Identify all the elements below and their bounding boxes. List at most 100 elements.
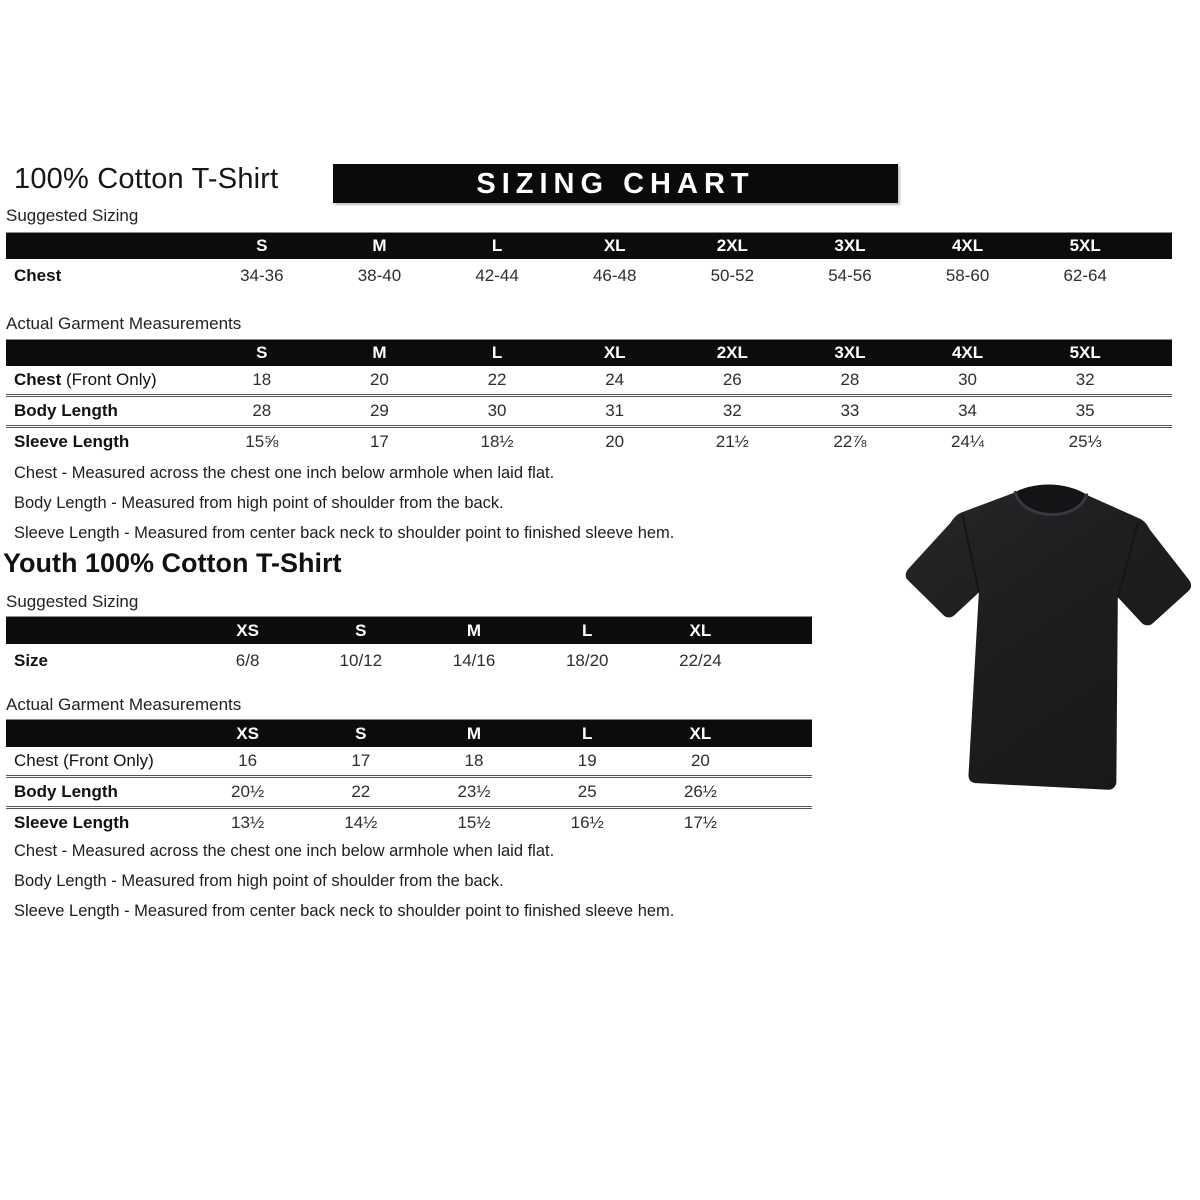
size-value-cell: 22/24 [679,650,722,670]
tshirt-left-sleeve-seam [961,515,980,593]
row-label: Chest (Front Only) [14,751,154,770]
size-column-header: 3XL [834,236,866,255]
size-value-cell: 23½ [457,782,491,801]
tshirt-body-shape [905,484,1192,790]
measurement-note: Body Length - Measured from high point o… [14,494,504,512]
size-value-cell: 15½ [457,813,491,832]
size-value-cell: 10/12 [339,650,383,670]
table-row: Sleeve Length 13½ 14½ 15½ 16½ 17½ [6,806,812,837]
size-value-cell: 18 [464,751,484,770]
measurement-note: Sleeve Length - Measured from center bac… [14,902,675,920]
size-value-cell: 25 [577,782,597,801]
size-value-cell: 18/20 [565,650,609,670]
actual-measurements-label-adult: Actual Garment Measurements [6,314,242,333]
adult-suggested-sizing-table: S M L XL 2XL 3XL 4XL 5XL Chest 34-36 38-40 42-44 46-… [6,232,1172,292]
size-column-header: XS [236,620,259,640]
size-value-cell: 42-44 [475,265,519,285]
size-value-cell: 50-52 [710,265,755,285]
suggested-sizing-label-adult: Suggested Sizing [6,206,139,225]
size-value-cell: 18½ [480,432,514,451]
size-value-cell: 15⅝ [245,432,279,451]
size-value-cell: 58-60 [945,265,990,285]
black-tshirt-graphic [905,484,1192,790]
size-value-cell: 32 [722,401,742,420]
size-value-cell: 38-40 [357,265,402,285]
size-value-cell: 30 [958,370,978,389]
table-row: Body Length 28 29 30 31 32 33 34 35 [6,394,1172,425]
size-value-cell: 30 [487,401,507,420]
size-column-header: 4XL [951,236,984,255]
youth-measurements-table: XS S M L XL Chest (Front Only) 16 17 18 19 20 Body … [6,719,812,837]
tshirt-right-sleeve-seam [1116,521,1140,598]
table-row: Body Length 20½ 22 23½ 25 26½ [6,775,812,806]
size-column-header: M [372,236,387,255]
measurement-note: Chest - Measured across the chest one in… [14,842,555,860]
size-value-cell: 20 [690,751,710,770]
size-value-cell: 20 [605,432,625,451]
table-header-bar: S M L XL 2XL 3XL 4XL 5XL [6,232,1172,259]
size-value-cell: 46-48 [592,265,637,285]
size-column-header: 4XL [951,343,984,362]
actual-measurements-label-youth: Actual Garment Measurements [6,695,242,714]
adult-measurement-notes: Chest - Measured across the chest one in… [14,458,674,548]
size-value-cell: 17½ [683,813,717,832]
tshirt-product-image [897,474,1195,808]
table-row: Chest 34-36 38-40 42-44 46-48 50-52 54-56 58-60… [6,259,1172,292]
size-column-header: M [372,343,387,362]
row-label: Chest (Front Only) [14,370,157,389]
measurement-note: Sleeve Length - Measured from center bac… [14,524,675,542]
size-value-cell: 16½ [570,813,604,832]
size-value-cell: 24¼ [951,432,985,451]
size-value-cell: 32 [1075,370,1095,389]
size-column-header: M [466,723,482,743]
table-header-bar: XS S M L XL [6,719,812,747]
size-value-cell: 29 [369,401,389,420]
size-column-header: XL [603,343,626,362]
row-label: Sleeve Length [14,432,130,451]
size-value-cell: 22⅞ [833,432,867,451]
size-value-cell: 16 [238,751,258,770]
size-column-header: 5XL [1069,236,1101,255]
table-header-bar: XS S M L XL [6,616,812,644]
size-column-header: L [491,343,503,362]
page-title: 100% Cotton T-Shirt [14,163,279,195]
size-value-cell: 28 [252,401,272,420]
adult-measurements-table: S M L XL 2XL 3XL 4XL 5XL Chest (Front Only) 18 20 2… [6,339,1172,456]
size-value-cell: 17 [369,432,389,451]
table-row: Chest (Front Only) 18 20 22 24 26 28 30 32 [6,366,1172,394]
size-column-header: L [582,620,593,640]
size-value-cell: 19 [577,751,597,770]
size-value-cell: 34 [958,401,978,420]
size-value-cell: 14/16 [452,650,496,670]
suggested-sizing-label-youth: Suggested Sizing [6,592,139,611]
row-label: Chest [14,265,62,285]
size-column-header: 3XL [834,343,866,362]
size-value-cell: 26½ [683,782,717,801]
youth-suggested-sizing-table: XS S M L XL Size 6/8 10/12 14/16 18/20 22/24 [6,616,812,677]
size-value-cell: 20½ [231,782,265,801]
size-column-header: S [355,620,367,640]
size-value-cell: 6/8 [235,650,260,670]
size-column-header: XS [236,723,259,743]
size-column-header: 2XL [716,236,748,255]
size-column-header: S [256,236,268,255]
row-label: Body Length [14,782,118,801]
row-label: Sleeve Length [14,813,130,832]
table-row: Size 6/8 10/12 14/16 18/20 22/24 [6,644,812,677]
size-value-cell: 26 [722,370,742,389]
size-value-cell: 22 [487,370,507,389]
size-value-cell: 17 [351,751,371,770]
size-column-header: XL [689,723,712,743]
size-column-header: XL [689,620,712,640]
table-row: Chest (Front Only) 16 17 18 19 20 [6,747,812,775]
size-column-header: S [355,723,367,743]
size-value-cell: 62-64 [1063,265,1107,285]
size-column-header: M [466,620,482,640]
row-label: Body Length [14,401,118,420]
size-value-cell: 18 [252,370,272,389]
size-value-cell: 28 [840,370,860,389]
size-value-cell: 24 [605,370,625,389]
size-value-cell: 25⅓ [1068,432,1102,451]
size-value-cell: 54-56 [828,265,872,285]
size-column-header: 5XL [1069,343,1101,362]
